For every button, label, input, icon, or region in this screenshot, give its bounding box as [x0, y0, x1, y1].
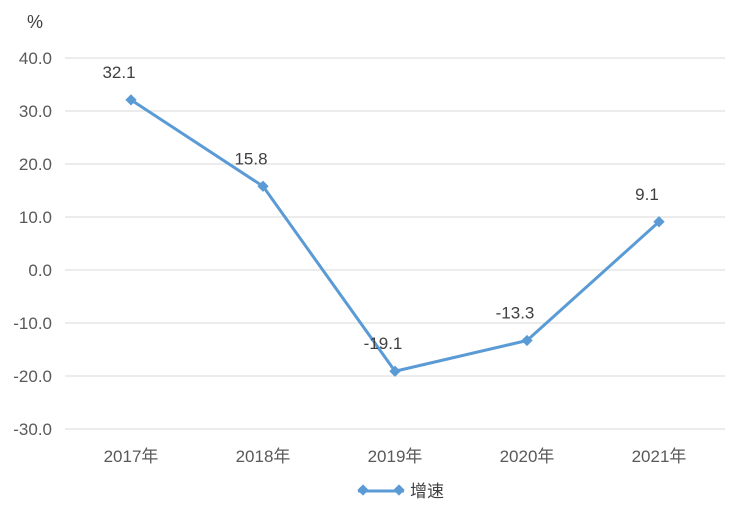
y-tick-label: 10.0 [19, 208, 52, 227]
y-axis-ticks: 40.0 30.0 20.0 10.0 0.0 -10.0 -20.0 -30.0 [13, 49, 52, 439]
y-tick-label: -20.0 [13, 367, 52, 386]
series-line [130, 98, 661, 373]
x-tick-label: 2018年 [236, 447, 291, 466]
y-tick-label: 20.0 [19, 155, 52, 174]
y-tick-label: -10.0 [13, 314, 52, 333]
data-point [389, 365, 401, 377]
x-axis-ticks: 2017年 2018年 2019年 2020年 2021年 [104, 447, 687, 466]
legend-label: 增速 [410, 482, 444, 502]
x-tick-label: 2021年 [632, 447, 687, 466]
y-tick-label: 0.0 [28, 261, 52, 280]
data-point [257, 180, 269, 192]
data-label: 9.1 [635, 185, 659, 204]
data-label: -13.3 [496, 303, 535, 322]
data-label: 15.8 [234, 149, 267, 168]
legend-marker-icon [393, 484, 405, 496]
legend: 增速 [357, 482, 444, 502]
x-tick-label: 2017年 [104, 447, 159, 466]
x-tick-label: 2020年 [500, 447, 555, 466]
y-tick-label: -30.0 [13, 420, 52, 439]
data-point [521, 334, 533, 347]
data-labels: 32.1 15.8 -19.1 -13.3 9.1 [102, 63, 658, 353]
y-tick-label: 30.0 [19, 102, 52, 121]
y-tick-label: 40.0 [19, 49, 52, 68]
gridlines [65, 57, 725, 430]
data-label: 32.1 [102, 63, 135, 82]
legend-marker-icon [357, 484, 369, 496]
x-tick-label: 2019年 [368, 447, 423, 466]
data-point [653, 216, 665, 228]
y-unit-label: % [27, 12, 43, 32]
data-label: -19.1 [364, 334, 403, 353]
